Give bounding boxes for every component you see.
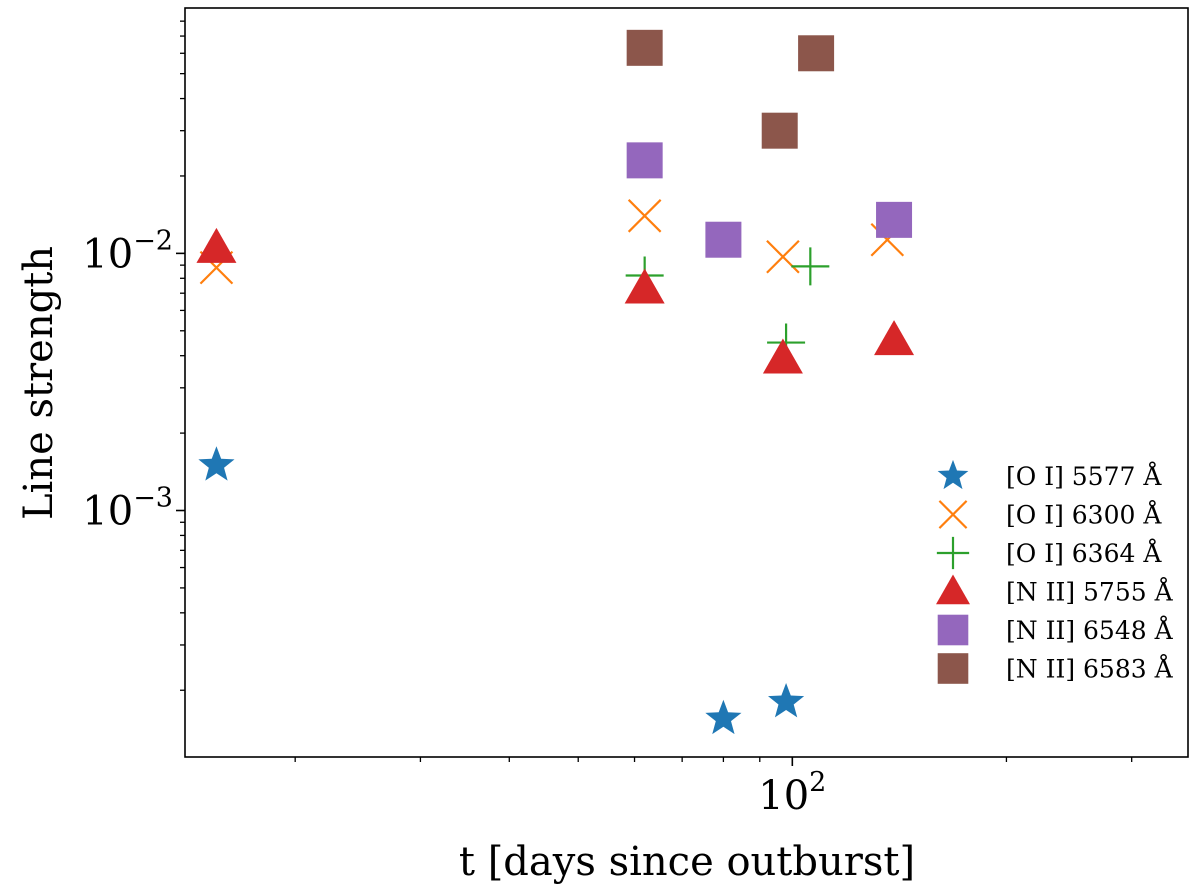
- legend-item: [N II] 6583 Å: [937, 653, 1174, 684]
- legend-item: [O I] 5577 Å: [937, 459, 1162, 491]
- data-points: [196, 29, 915, 735]
- data-point: [768, 683, 805, 718]
- legend-marker: [937, 459, 969, 490]
- data-point: [874, 320, 915, 356]
- x-axis-label: t [days since outburst]: [459, 839, 915, 885]
- legend-item: [O I] 6364 Å: [936, 536, 1162, 570]
- legend-item: [N II] 6548 Å: [937, 614, 1174, 646]
- data-point: [876, 201, 913, 238]
- data-point: [196, 227, 237, 263]
- legend-item: [O I] 6300 Å: [938, 500, 1162, 530]
- legend-marker: [938, 500, 968, 529]
- series-5: [626, 29, 835, 149]
- series-4: [626, 142, 913, 258]
- data-point: [766, 239, 800, 274]
- legend-label: [N II] 6583 Å: [1006, 654, 1174, 684]
- legend-item: [N II] 5755 Å: [936, 574, 1174, 607]
- data-point: [626, 29, 663, 66]
- data-point: [762, 338, 803, 374]
- series-2: [625, 247, 830, 362]
- y-tick-label: 10−3: [82, 483, 173, 535]
- data-point: [626, 142, 663, 179]
- legend-marker: [937, 653, 969, 684]
- legend-marker: [936, 574, 970, 605]
- series-0: [198, 446, 805, 735]
- data-point: [705, 699, 742, 735]
- data-point: [798, 35, 835, 72]
- legend-label: [O I] 6364 Å: [1006, 538, 1162, 568]
- legend-marker: [936, 536, 970, 570]
- data-point: [624, 268, 665, 304]
- y-axis-label: Line strength: [16, 246, 62, 520]
- x-tick-label: 102: [758, 767, 826, 819]
- axes: 102 10−3 10−2: [82, 7, 1189, 819]
- series-1: [199, 199, 905, 285]
- plot-frame: [184, 7, 1189, 758]
- legend-label: [O I] 6300 Å: [1006, 500, 1162, 530]
- data-point: [705, 221, 742, 258]
- legend-label: [N II] 5755 Å: [1006, 577, 1174, 607]
- legend-label: [O I] 5577 Å: [1006, 461, 1162, 491]
- data-point: [761, 112, 798, 149]
- data-point: [791, 247, 830, 286]
- legend-marker: [937, 614, 969, 646]
- legend: [O I] 5577 Å [O I] 6300 Å [O I] 6364 Å [N I…: [936, 459, 1174, 684]
- data-point: [198, 446, 235, 481]
- legend-label: [N II] 6548 Å: [1006, 615, 1174, 645]
- series-3: [196, 227, 915, 374]
- y-tick-label: 10−2: [82, 225, 173, 277]
- data-point: [627, 199, 662, 233]
